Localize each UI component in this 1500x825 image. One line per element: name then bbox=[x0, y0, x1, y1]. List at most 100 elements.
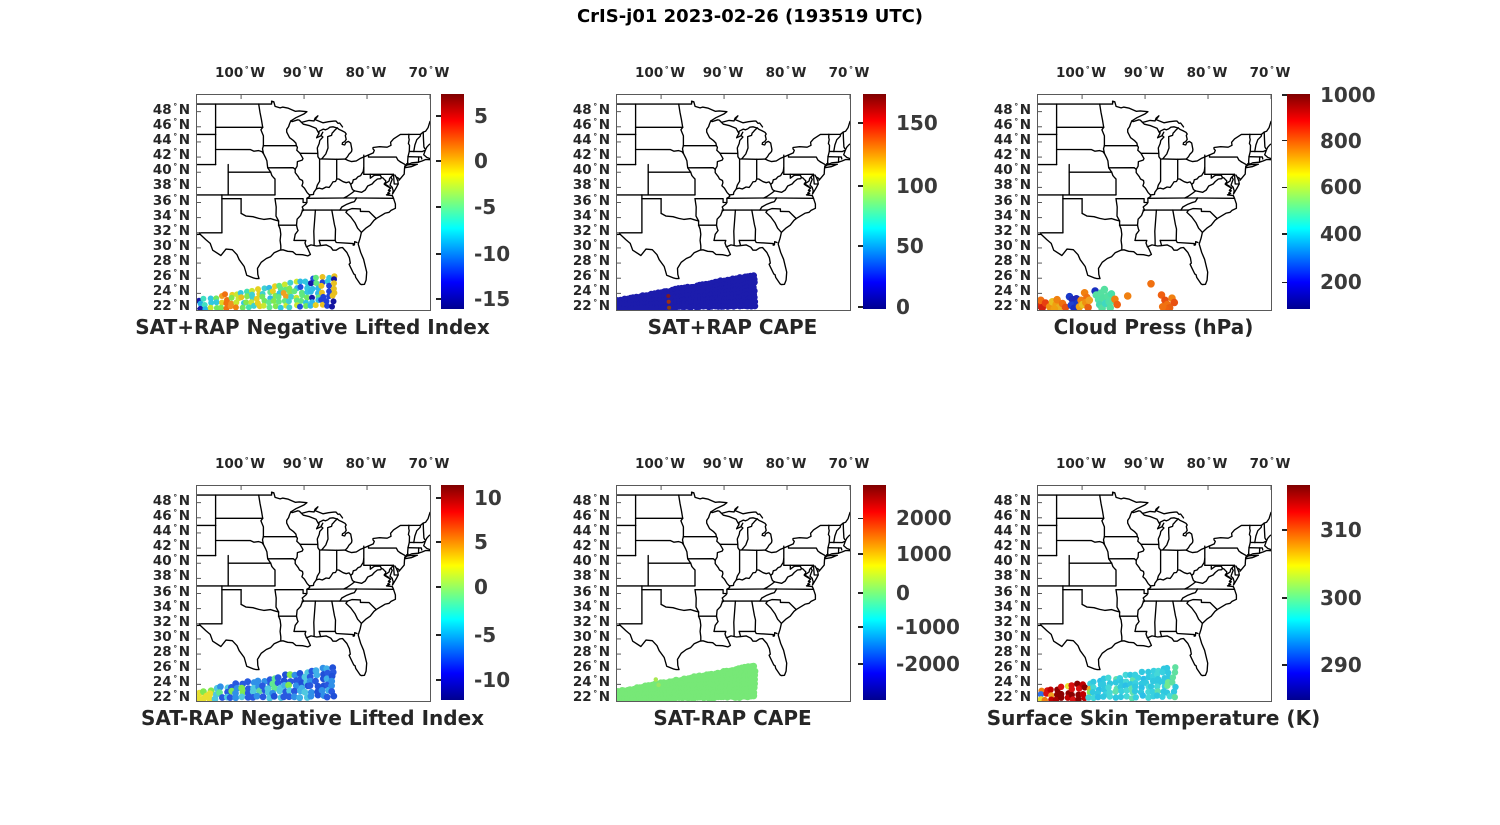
colorbar-tick-mark bbox=[436, 206, 441, 208]
lat-tick-label: 36 ° N bbox=[993, 583, 1031, 600]
lat-tick-label: 34 ° N bbox=[152, 207, 190, 224]
scatter-points bbox=[1038, 280, 1179, 310]
colorbar-tick-label: 150 bbox=[896, 111, 938, 136]
colorbar-gradient bbox=[863, 485, 886, 700]
state-borders bbox=[1038, 100, 1271, 286]
lat-tick-label: 46 ° N bbox=[572, 116, 610, 133]
colorbar-tick-mark bbox=[436, 634, 441, 636]
map-frame bbox=[616, 94, 851, 311]
lat-tick-label: 34 ° N bbox=[572, 598, 610, 615]
degree-symbol: ° bbox=[173, 613, 178, 623]
panel-title: Surface Skin Temperature (K) bbox=[986, 706, 1321, 730]
degree-symbol: ° bbox=[593, 253, 598, 263]
lon-tick-label: 70 ° W bbox=[1249, 456, 1291, 472]
degree-symbol: ° bbox=[593, 674, 598, 684]
lat-tick-label: 26 ° N bbox=[572, 659, 610, 676]
degree-symbol: ° bbox=[593, 162, 598, 172]
degree-symbol: ° bbox=[593, 507, 598, 517]
state-borders bbox=[197, 100, 430, 286]
colorbar-tick-label: 200 bbox=[1320, 270, 1362, 295]
axis-tick-marks bbox=[1038, 95, 1271, 309]
lat-tick-label: 48 ° N bbox=[993, 492, 1031, 509]
degree-symbol: ° bbox=[1014, 568, 1019, 578]
lat-tick-label: 48 ° N bbox=[993, 101, 1031, 118]
colorbar-tick-mark bbox=[436, 679, 441, 681]
lat-tick-label: 26 ° N bbox=[993, 659, 1031, 676]
lat-tick-label: 24 ° N bbox=[152, 283, 190, 300]
lat-tick-label: 26 ° N bbox=[993, 268, 1031, 285]
colorbar-tick-mark bbox=[436, 586, 441, 588]
lat-tick-label: 22 ° N bbox=[152, 689, 190, 706]
degree-symbol: ° bbox=[1014, 101, 1019, 111]
colorbar-tick-label: 10 bbox=[474, 485, 502, 510]
lat-tick-label: 30 ° N bbox=[152, 628, 190, 645]
degree-symbol: ° bbox=[173, 522, 178, 532]
scatter-points bbox=[197, 273, 338, 310]
map-frame bbox=[616, 485, 851, 702]
colorbar-tick-label: -10 bbox=[474, 241, 511, 266]
degree-symbol: ° bbox=[1014, 674, 1019, 684]
degree-symbol: ° bbox=[173, 162, 178, 172]
degree-symbol: ° bbox=[303, 456, 307, 465]
lat-tick-label: 40 ° N bbox=[993, 553, 1031, 570]
lat-tick-label: 40 ° N bbox=[152, 162, 190, 179]
lat-tick-label: 34 ° N bbox=[993, 598, 1031, 615]
degree-symbol: ° bbox=[244, 456, 249, 465]
colorbar-tick-label: 1000 bbox=[896, 541, 952, 566]
degree-symbol: ° bbox=[593, 177, 598, 187]
colorbar-tick-label: 400 bbox=[1320, 221, 1362, 246]
degree-symbol: ° bbox=[593, 583, 598, 593]
lat-tick-label: 28 ° N bbox=[152, 253, 190, 270]
lat-tick-label: 36 ° N bbox=[572, 583, 610, 600]
degree-symbol: ° bbox=[1014, 583, 1019, 593]
degree-symbol: ° bbox=[173, 253, 178, 263]
degree-symbol: ° bbox=[593, 538, 598, 548]
lat-tick-label: 48 ° N bbox=[572, 492, 610, 509]
degree-symbol: ° bbox=[1085, 456, 1090, 465]
colorbar-gradient bbox=[1287, 94, 1310, 309]
colorbar-tick-mark bbox=[858, 553, 863, 555]
degree-symbol: ° bbox=[1014, 162, 1019, 172]
lon-tick-label: 70 ° W bbox=[828, 65, 870, 81]
colorbar-tick-label: -10 bbox=[474, 668, 511, 692]
colorbar bbox=[436, 485, 464, 700]
colorbar-tick-mark bbox=[858, 185, 863, 187]
colorbar-tick-mark bbox=[436, 115, 441, 117]
degree-symbol: ° bbox=[1014, 689, 1019, 699]
degree-symbol: ° bbox=[428, 456, 433, 465]
axis-tick-marks bbox=[1038, 486, 1271, 700]
state-borders bbox=[197, 491, 430, 677]
lat-tick-label: 32 ° N bbox=[993, 222, 1031, 239]
lat-tick-label: 38 ° N bbox=[152, 177, 190, 194]
degree-symbol: ° bbox=[593, 598, 598, 608]
degree-symbol: ° bbox=[173, 268, 178, 278]
lat-tick-label: 32 ° N bbox=[572, 613, 610, 630]
degree-symbol: ° bbox=[664, 456, 669, 465]
degree-symbol: ° bbox=[173, 674, 178, 684]
colorbar-tick-label: -2000 bbox=[896, 652, 960, 677]
degree-symbol: ° bbox=[1144, 65, 1148, 74]
lat-tick-label: 22 ° N bbox=[572, 298, 610, 315]
degree-symbol: ° bbox=[1085, 65, 1090, 74]
colorbar-tick-mark bbox=[436, 160, 441, 162]
degree-symbol: ° bbox=[593, 192, 598, 202]
lat-tick-label: 44 ° N bbox=[572, 522, 610, 539]
colorbar-tick-mark bbox=[1282, 233, 1287, 235]
lat-tick-label: 30 ° N bbox=[572, 628, 610, 645]
lat-tick-label: 30 ° N bbox=[572, 237, 610, 254]
lat-tick-label: 44 ° N bbox=[152, 131, 190, 148]
lat-tick-label: 48 ° N bbox=[572, 101, 610, 118]
colorbar-tick-label: 5 bbox=[474, 529, 488, 554]
scatter-points bbox=[197, 664, 338, 701]
state-borders bbox=[617, 100, 850, 286]
degree-symbol: ° bbox=[1014, 222, 1019, 232]
degree-symbol: ° bbox=[173, 553, 178, 563]
lon-tick-label: 70 ° W bbox=[1249, 65, 1291, 81]
map-svg bbox=[617, 486, 850, 701]
colorbar-tick-mark bbox=[436, 541, 441, 543]
colorbar-tick-mark bbox=[1282, 597, 1287, 599]
lat-tick-label: 32 ° N bbox=[152, 613, 190, 630]
map-svg bbox=[197, 486, 430, 701]
degree-symbol: ° bbox=[593, 568, 598, 578]
axis-tick-marks bbox=[197, 95, 430, 309]
